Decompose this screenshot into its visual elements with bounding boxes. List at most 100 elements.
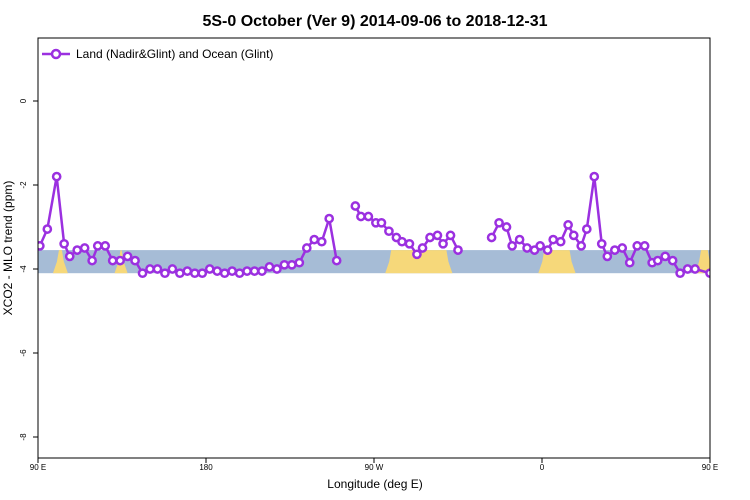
data-point: [234, 268, 245, 279]
x-axis: 90 E 180 90 W 0 90 E: [30, 458, 718, 472]
x-tick-label: 0: [540, 463, 545, 472]
data-point: [397, 236, 407, 247]
data-point: [690, 264, 700, 274]
series-land-ocean: [38, 171, 710, 279]
data-point: [363, 211, 374, 222]
data-point: [522, 243, 532, 253]
x-tick-label: 90 E: [30, 463, 46, 472]
data-point: [38, 241, 45, 251]
data-point: [542, 245, 553, 255]
data-point: [438, 238, 448, 249]
legend-label: Land (Nadir&Glint) and Ocean (Glint): [76, 47, 273, 61]
data-point: [535, 241, 545, 251]
data-point: [122, 251, 133, 262]
data-point: [279, 259, 290, 270]
data-point: [160, 268, 170, 279]
x-axis-label: Longitude (deg E): [327, 477, 422, 491]
data-point: [115, 255, 125, 266]
legend: Land (Nadir&Glint) and Ocean (Glint): [42, 47, 273, 61]
data-point: [189, 268, 200, 279]
data-point: [167, 264, 178, 274]
data-point: [72, 245, 83, 255]
x-tick-label: 90 W: [365, 463, 384, 472]
data-point: [417, 243, 428, 253]
data-point: [425, 232, 435, 243]
data-point: [632, 241, 643, 251]
x-tick-label: 90 E: [702, 463, 718, 472]
data-point: [242, 266, 252, 276]
y-tick-label: 0: [19, 98, 28, 103]
data-point: [87, 255, 97, 266]
data-point: [412, 249, 422, 260]
data-point: [589, 171, 600, 182]
land-band: [52, 250, 68, 274]
data-point: [445, 230, 456, 241]
data-point: [596, 238, 607, 249]
data-point: [602, 251, 613, 262]
data-point: [301, 243, 312, 253]
data-point: [316, 236, 327, 247]
data-point: [64, 251, 75, 262]
data-point: [568, 230, 579, 241]
data-point: [212, 266, 223, 276]
data-point: [376, 217, 387, 228]
data-point: [609, 245, 620, 255]
data-point: [682, 264, 693, 274]
data-point: [219, 268, 230, 279]
data-point: [404, 238, 415, 249]
data-point: [175, 268, 185, 279]
data-point: [331, 255, 342, 266]
y-tick-label: -6: [19, 349, 28, 357]
plot-frame: [37, 37, 711, 459]
data-point: [563, 220, 573, 230]
data-point: [309, 234, 320, 245]
data-point: [272, 264, 282, 274]
data-point: [356, 211, 366, 222]
data-point: [42, 224, 53, 234]
y-axis: 0 -2 -4 -6 -8: [19, 98, 38, 441]
data-point: [92, 241, 103, 251]
data-point: [507, 241, 517, 251]
data-point: [548, 234, 559, 245]
data-point: [705, 268, 710, 279]
data-point: [264, 262, 275, 272]
data-point: [576, 241, 587, 251]
data-point: [197, 268, 208, 279]
data-point: [617, 243, 628, 253]
y-axis-label: XCO2 - MLO trend (ppm): [1, 181, 15, 316]
data-point: [324, 213, 335, 224]
data-point: [294, 257, 305, 268]
data-point: [384, 226, 394, 237]
data-point: [581, 224, 592, 234]
chart-title: 5S-0 October (Ver 9) 2014-09-06 to 2018-…: [202, 13, 547, 30]
data-point: [639, 241, 650, 251]
data-point: [652, 255, 663, 266]
data-point: [204, 264, 215, 274]
data-point: [107, 255, 118, 266]
data-point: [79, 243, 90, 253]
data-point: [667, 255, 678, 266]
data-point: [287, 259, 297, 270]
y-tick-label: -2: [19, 181, 28, 189]
data-point: [624, 257, 635, 268]
x-tick-label: 180: [199, 463, 213, 472]
land-band: [538, 250, 576, 274]
data-point: [51, 171, 62, 182]
land-band: [385, 250, 453, 274]
data-point: [249, 266, 260, 276]
data-point: [227, 266, 237, 276]
y-tick-label: -8: [19, 433, 28, 441]
y-tick-label: -4: [19, 265, 28, 273]
data-point: [59, 238, 69, 249]
data-point: [100, 241, 111, 251]
data-point: [486, 232, 497, 243]
data-point: [494, 217, 504, 228]
data-point: [501, 222, 512, 232]
data-point: [660, 251, 671, 262]
data-point: [152, 264, 163, 274]
data-point: [555, 236, 566, 247]
data-point: [432, 230, 443, 241]
data-point: [145, 264, 155, 274]
data-point: [514, 234, 525, 245]
